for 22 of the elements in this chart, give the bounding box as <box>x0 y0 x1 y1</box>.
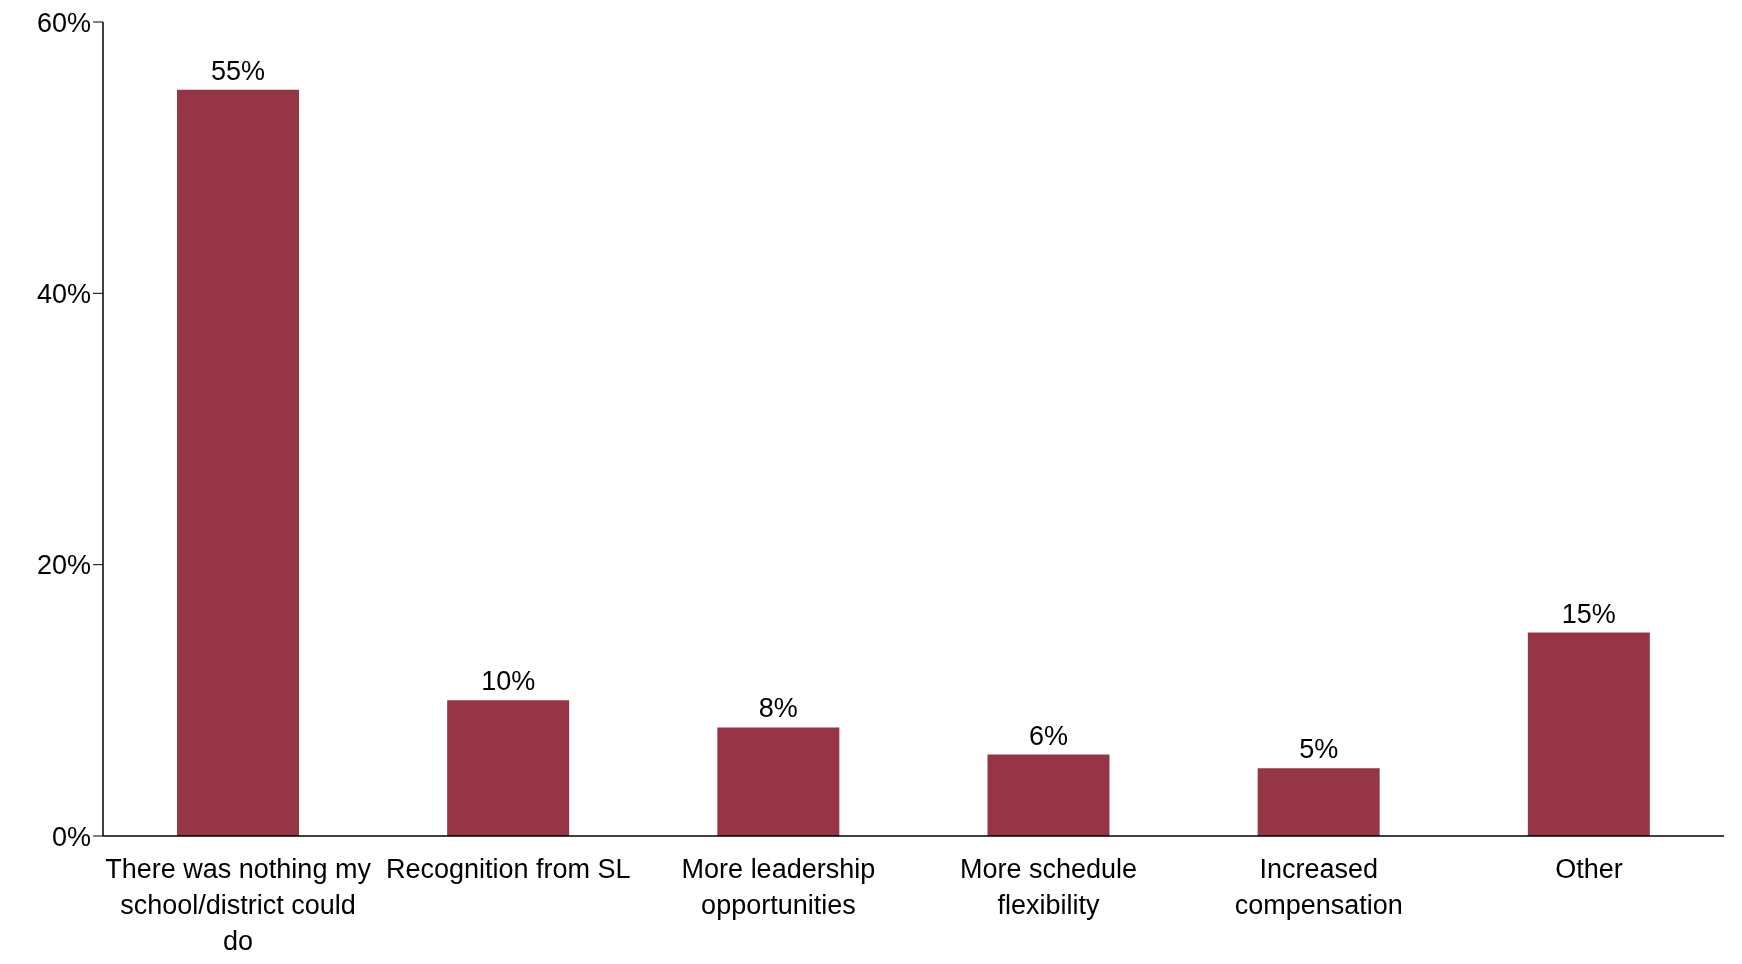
bar <box>447 700 570 836</box>
y-tick-label: 20% <box>36 550 91 581</box>
bar <box>1527 632 1650 836</box>
x-tick-label: More leadership opportunities <box>681 854 876 920</box>
x-tick-label: Increased compensation <box>1234 854 1403 920</box>
data-label: 5% <box>1299 734 1339 765</box>
x-tick-label: There was nothing my school/district could do <box>105 854 372 956</box>
y-tick-label: 0% <box>51 821 91 852</box>
data-label: 15% <box>1561 598 1616 629</box>
bar <box>1257 768 1380 836</box>
x-tick-label: Recognition from SL <box>385 854 631 884</box>
data-label: 8% <box>758 693 798 724</box>
y-tick-label: 60% <box>36 7 91 38</box>
data-label: 6% <box>1028 720 1069 751</box>
x-tick-label: Other <box>1555 854 1623 884</box>
data-label: 55% <box>210 55 266 86</box>
data-label: 10% <box>481 666 536 697</box>
x-tick-label: More schedule flexibility <box>960 854 1138 920</box>
bar <box>177 89 299 836</box>
bar <box>717 727 840 836</box>
bar <box>987 754 1110 836</box>
y-tick-label: 40% <box>36 278 91 309</box>
